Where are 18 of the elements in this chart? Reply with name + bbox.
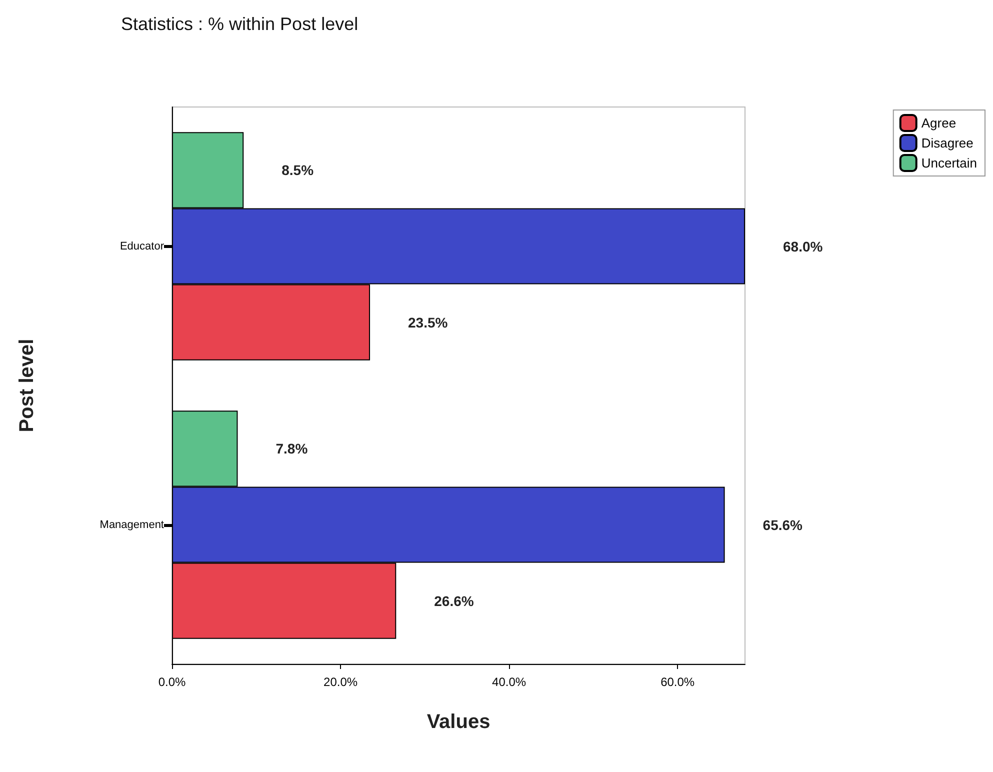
legend-label: Disagree — [921, 136, 974, 150]
x-tick-label: 0.0% — [158, 675, 186, 689]
x-axis-title: Values — [426, 711, 490, 733]
legend-label: Uncertain — [921, 156, 978, 170]
x-tick-label: 60.0% — [660, 675, 695, 689]
x-tick-label: 20.0% — [324, 675, 358, 689]
chart-title: Statistics : % within Post level — [121, 14, 358, 34]
data-label: 8.5% — [282, 162, 314, 178]
data-label: 23.5% — [408, 314, 448, 330]
legend-label: Agree — [921, 116, 956, 130]
data-label: 68.0% — [783, 238, 824, 254]
y-tick-label: Educator — [120, 240, 164, 252]
y-axis-title: Post level — [16, 338, 38, 432]
data-label: 26.6% — [434, 592, 474, 609]
data-label: 65.6% — [762, 516, 804, 533]
y-tick-label: Management — [100, 518, 164, 531]
x-tick-label: 40.0% — [492, 675, 526, 689]
data-label: 7.8% — [276, 440, 308, 457]
